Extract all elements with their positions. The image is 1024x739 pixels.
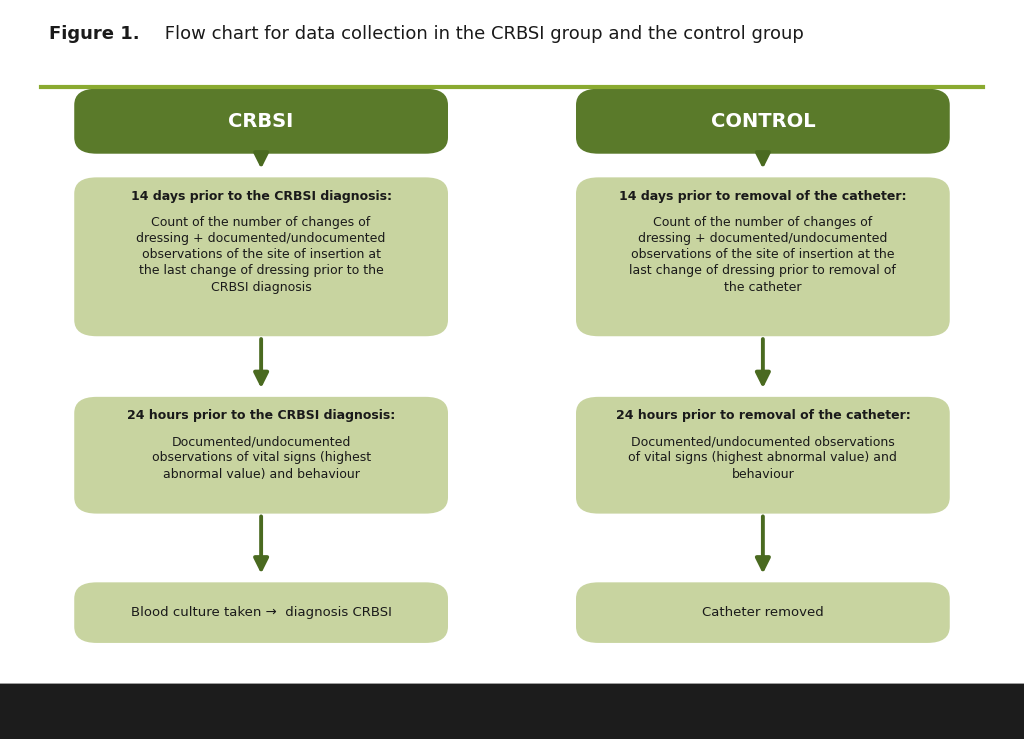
Text: 14 days prior to the CRBSI diagnosis:: 14 days prior to the CRBSI diagnosis:	[131, 190, 391, 203]
FancyBboxPatch shape	[0, 684, 1024, 739]
FancyBboxPatch shape	[75, 177, 449, 336]
FancyBboxPatch shape	[575, 397, 950, 514]
Text: Catheter removed: Catheter removed	[702, 606, 823, 619]
FancyBboxPatch shape	[575, 582, 950, 643]
Text: CONTROL: CONTROL	[711, 112, 815, 131]
Text: Documented/undocumented observations
of vital signs (highest abnormal value) and: Documented/undocumented observations of …	[629, 435, 897, 480]
Text: Count of the number of changes of
dressing + documented/undocumented
observation: Count of the number of changes of dressi…	[630, 216, 896, 293]
Text: CRBSI: CRBSI	[228, 112, 294, 131]
Text: Blood culture taken →  diagnosis CRBSI: Blood culture taken → diagnosis CRBSI	[131, 606, 391, 619]
Text: Count of the number of changes of
dressing + documented/undocumented
observation: Count of the number of changes of dressi…	[136, 216, 386, 293]
Text: Documented/undocumented
observations of vital signs (highest
abnormal value) and: Documented/undocumented observations of …	[152, 435, 371, 480]
FancyBboxPatch shape	[75, 89, 449, 154]
FancyBboxPatch shape	[575, 89, 950, 154]
Text: Figure 1.: Figure 1.	[49, 25, 140, 43]
Text: 24 hours prior to removal of the catheter:: 24 hours prior to removal of the cathete…	[615, 409, 910, 423]
Text: 14 days prior to removal of the catheter:: 14 days prior to removal of the catheter…	[620, 190, 906, 203]
Text: Flow chart for data collection in the CRBSI group and the control group: Flow chart for data collection in the CR…	[159, 25, 804, 43]
Text: 24 hours prior to the CRBSI diagnosis:: 24 hours prior to the CRBSI diagnosis:	[127, 409, 395, 423]
FancyBboxPatch shape	[75, 582, 449, 643]
FancyBboxPatch shape	[75, 397, 449, 514]
FancyBboxPatch shape	[575, 177, 950, 336]
